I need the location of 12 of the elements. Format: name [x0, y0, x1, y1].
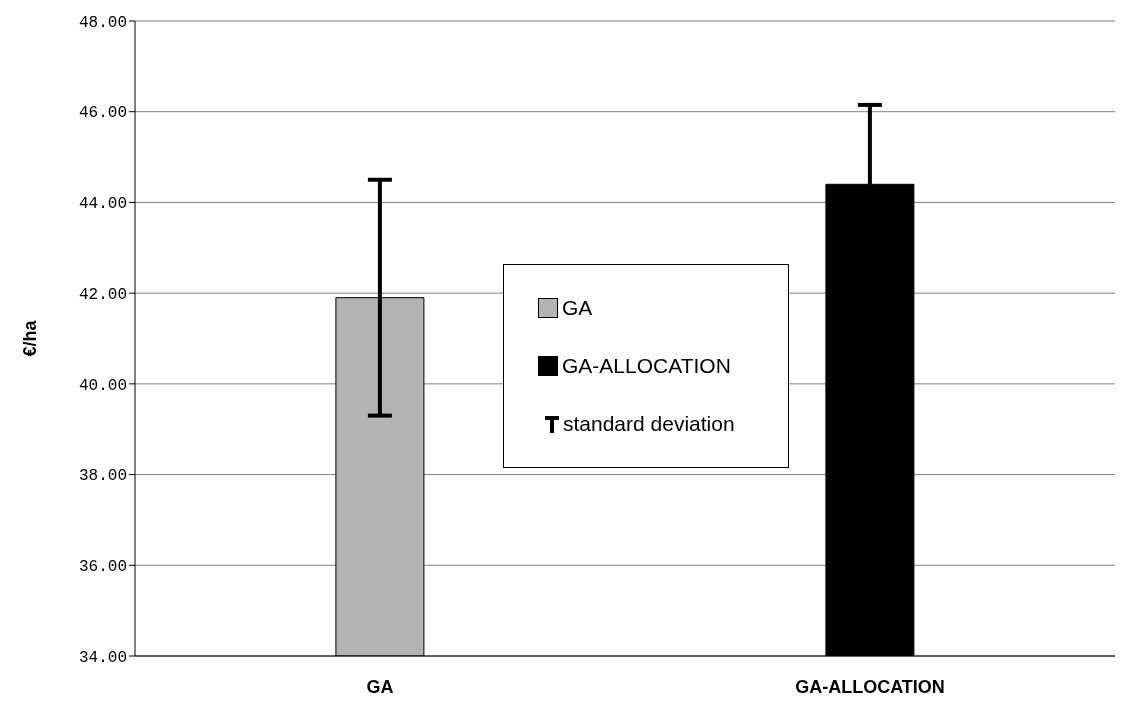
y-tick-label: 48.00	[78, 13, 127, 32]
y-tick-label: 42.00	[78, 285, 127, 304]
annotation: standard deviation	[563, 412, 735, 436]
y-tick-label: 46.00	[78, 104, 127, 123]
legend-label: GA	[562, 296, 593, 320]
y-tick-label: 44.00	[78, 195, 127, 214]
y-tick-label: 38.00	[78, 467, 127, 486]
legend-label: GA-ALLOCATION	[562, 354, 731, 378]
y-tick-label: 40.00	[78, 376, 127, 395]
y-tick-label: 34.00	[78, 648, 127, 667]
y-axis-title: €/ha	[20, 319, 41, 357]
y-tick-label: 36.00	[78, 557, 127, 576]
